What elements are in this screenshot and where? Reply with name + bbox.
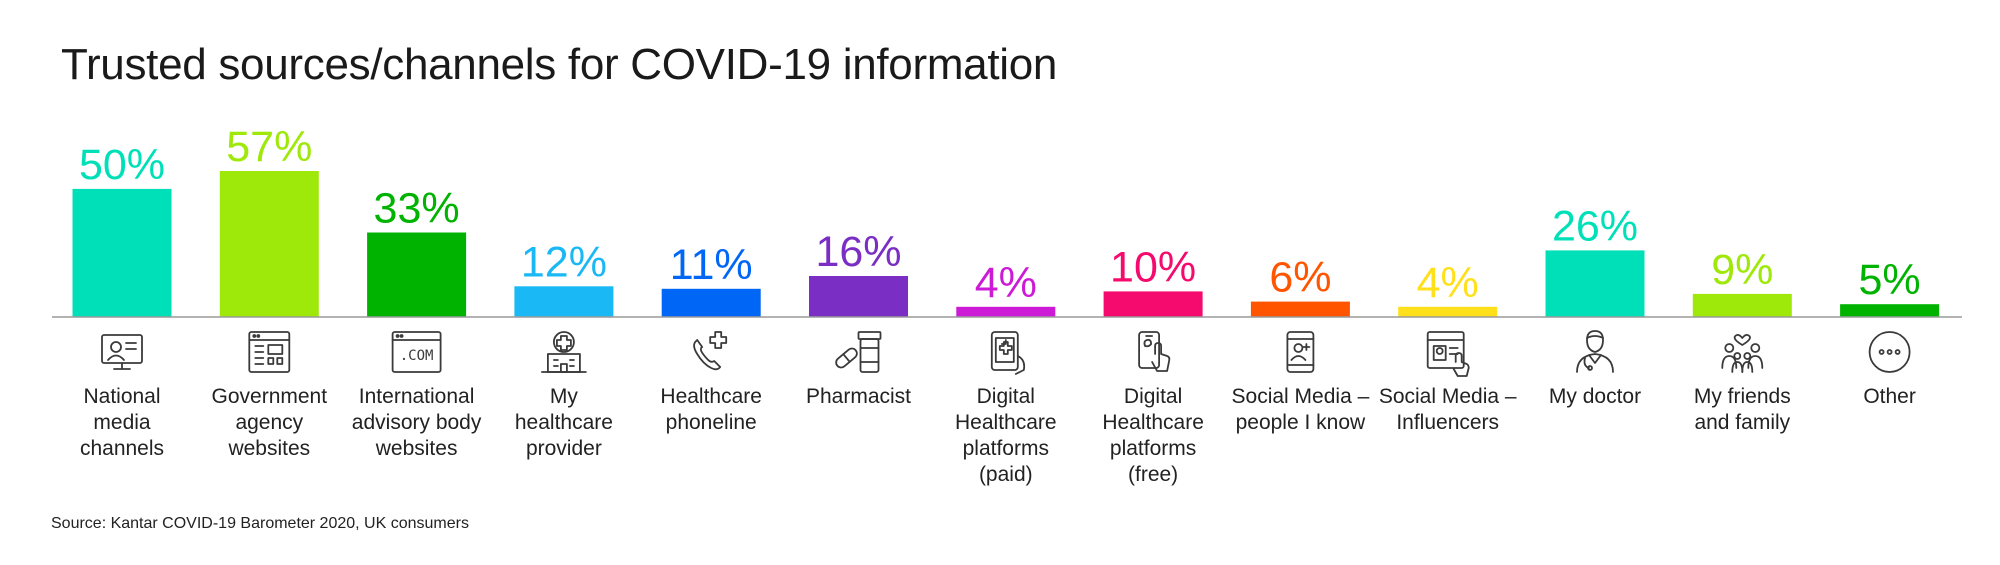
value-label: 9% — [1711, 246, 1773, 294]
bar-2 — [367, 232, 467, 317]
category-label: Digital Healthcare platforms (paid) — [955, 385, 1057, 486]
category-label: International advisory body websites — [352, 385, 482, 460]
bar-11 — [1692, 293, 1792, 317]
bar-7 — [1103, 291, 1203, 317]
bar-10 — [1545, 250, 1645, 317]
bar-6 — [956, 306, 1056, 317]
bar-4 — [661, 288, 761, 317]
dotcom-browser-icon: .COM — [391, 331, 442, 373]
category-label: Digital Healthcare platforms (free) — [1102, 385, 1204, 486]
tv-person-icon — [101, 334, 143, 370]
source-note: Source: Kantar COVID-19 Barometer 2020, … — [51, 515, 469, 532]
more-dots-icon — [1868, 331, 1911, 373]
value-label: 11% — [670, 241, 753, 289]
tablet-medical-icon — [990, 331, 1026, 375]
value-label: 4% — [975, 259, 1037, 307]
category-label: My healthcare provider — [515, 385, 613, 460]
bar-8 — [1250, 301, 1350, 317]
value-label: 16% — [815, 228, 901, 276]
phone-contact-icon — [1286, 331, 1315, 373]
bar-1 — [219, 171, 319, 317]
category-label: My doctor — [1549, 385, 1641, 408]
bar-0 — [72, 188, 172, 317]
value-label: 50% — [79, 141, 165, 189]
doctor-icon — [1576, 330, 1614, 373]
svg-text:.COM: .COM — [400, 348, 434, 364]
category-label: Government agency websites — [212, 385, 328, 460]
value-label: 6% — [1269, 254, 1331, 302]
browser-profile-icon — [1426, 331, 1470, 377]
value-label: 33% — [374, 185, 460, 233]
value-label: 26% — [1552, 202, 1638, 250]
family-heart-icon — [1721, 333, 1764, 373]
category-label: Social Media – Influencers — [1379, 385, 1517, 434]
category-label: My friends and family — [1694, 385, 1791, 434]
category-label: National media channels — [80, 385, 164, 460]
smartphone-touch-icon — [1138, 331, 1171, 372]
value-label: 4% — [1417, 259, 1479, 307]
bar-9 — [1398, 306, 1498, 317]
website-layout-icon — [248, 331, 291, 373]
hospital-icon — [541, 331, 587, 373]
bar-5 — [809, 276, 908, 317]
category-label: Pharmacist — [806, 385, 911, 408]
category-label: Other — [1863, 385, 1916, 408]
value-label: 57% — [226, 123, 312, 171]
bar-12 — [1840, 304, 1940, 317]
value-label: 5% — [1859, 256, 1921, 304]
value-label: 12% — [521, 238, 607, 286]
category-label: Healthcare phoneline — [660, 385, 762, 434]
value-label: 10% — [1110, 243, 1196, 291]
phone-plus-icon — [693, 331, 728, 371]
pill-bottle-icon — [835, 331, 882, 373]
bar-3 — [514, 286, 614, 317]
chart-title: Trusted sources/channels for COVID-19 in… — [61, 40, 1058, 89]
category-label: Social Media – people I know — [1232, 385, 1370, 434]
